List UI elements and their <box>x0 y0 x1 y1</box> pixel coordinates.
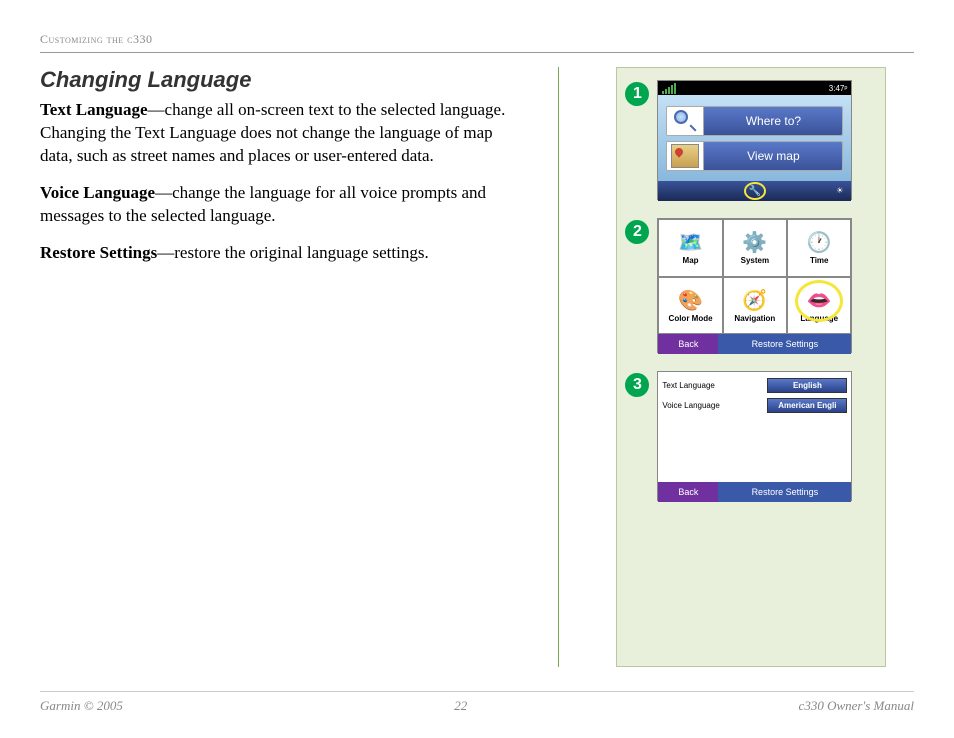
paragraph-text-language: Text Language—change all on-screen text … <box>40 99 528 168</box>
footer-center: 22 <box>454 698 467 714</box>
section-title: Changing Language <box>40 67 528 93</box>
figure-column: 1 3:47ᵖ <box>559 67 914 667</box>
paragraph-voice-language: Voice Language—change the language for a… <box>40 182 528 228</box>
cell-color-mode[interactable]: 🎨Color Mode <box>658 277 722 335</box>
where-to-button[interactable]: Where to? <box>666 106 843 136</box>
cell-map[interactable]: 🗺️Map <box>658 219 722 277</box>
step-3-row: 3 Text Language English Voice Language A… <box>625 371 869 501</box>
highlight-circle-2 <box>795 280 843 322</box>
cell-map-label: Map <box>683 256 699 265</box>
magnifier-icon <box>667 107 703 135</box>
screenshot-3-language: Text Language English Voice Language Ame… <box>657 371 852 501</box>
page-header: Customizing the c330 <box>40 30 914 53</box>
map-thumb-icon <box>667 142 703 170</box>
text-language-value[interactable]: English <box>767 378 847 393</box>
cell-language[interactable]: 👄 Language <box>787 277 851 335</box>
brightness-icon[interactable]: ☀ <box>836 186 843 195</box>
p1-bold: Text Language <box>40 100 148 119</box>
restore-settings-button-3[interactable]: Restore Settings <box>718 482 851 502</box>
view-map-button[interactable]: View map <box>666 141 843 171</box>
step-1-row: 1 3:47ᵖ <box>625 80 869 200</box>
cell-time[interactable]: 🕐Time <box>787 219 851 277</box>
nav-icon: 🧭 <box>742 288 767 313</box>
back-button[interactable]: Back <box>658 334 718 354</box>
p2-bold: Voice Language <box>40 183 155 202</box>
back-button-3[interactable]: Back <box>658 482 718 502</box>
restore-settings-button[interactable]: Restore Settings <box>718 334 851 354</box>
palette-icon: 🎨 <box>678 288 703 313</box>
clock-icon: 🕐 <box>807 230 832 255</box>
voice-language-label: Voice Language <box>662 401 767 410</box>
step-2-row: 2 🗺️Map ⚙️System 🕐Time 🎨Color Mode 🧭Navi… <box>625 218 869 353</box>
text-column: Changing Language Text Language—change a… <box>40 67 559 667</box>
p3-rest: —restore the original language settings. <box>157 243 428 262</box>
header-text: Customizing the c330 <box>40 32 153 46</box>
view-map-label: View map <box>703 142 842 170</box>
cell-color-label: Color Mode <box>669 314 713 323</box>
cell-nav-label: Navigation <box>734 314 775 323</box>
clock-text: 3:47ᵖ <box>829 84 848 93</box>
text-language-label: Text Language <box>662 381 767 390</box>
footer-right: c330 Owner's Manual <box>799 698 914 714</box>
step-2-badge: 2 <box>625 220 649 244</box>
step-1-badge: 1 <box>625 82 649 106</box>
map-icon: 🗺️ <box>678 230 703 255</box>
cell-system[interactable]: ⚙️System <box>723 219 787 277</box>
p3-bold: Restore Settings <box>40 243 157 262</box>
highlight-circle <box>744 182 766 200</box>
cell-time-label: Time <box>810 256 829 265</box>
cell-system-label: System <box>741 256 769 265</box>
footer-left: Garmin © 2005 <box>40 698 123 714</box>
step-3-badge: 3 <box>625 373 649 397</box>
voice-language-value[interactable]: American Engli <box>767 398 847 413</box>
page-footer: Garmin © 2005 22 c330 Owner's Manual <box>40 691 914 714</box>
gear-icon: ⚙️ <box>742 230 767 255</box>
figure-panel: 1 3:47ᵖ <box>616 67 886 667</box>
toolbar: 🔧 ☀ <box>658 181 851 201</box>
cell-navigation[interactable]: 🧭Navigation <box>723 277 787 335</box>
where-to-label: Where to? <box>703 107 842 135</box>
screenshot-2-settings: 🗺️Map ⚙️System 🕐Time 🎨Color Mode 🧭Naviga… <box>657 218 852 353</box>
paragraph-restore: Restore Settings—restore the original la… <box>40 242 528 265</box>
screenshot-1-home: 3:47ᵖ Where to? View map <box>657 80 852 200</box>
signal-icon <box>662 83 676 94</box>
